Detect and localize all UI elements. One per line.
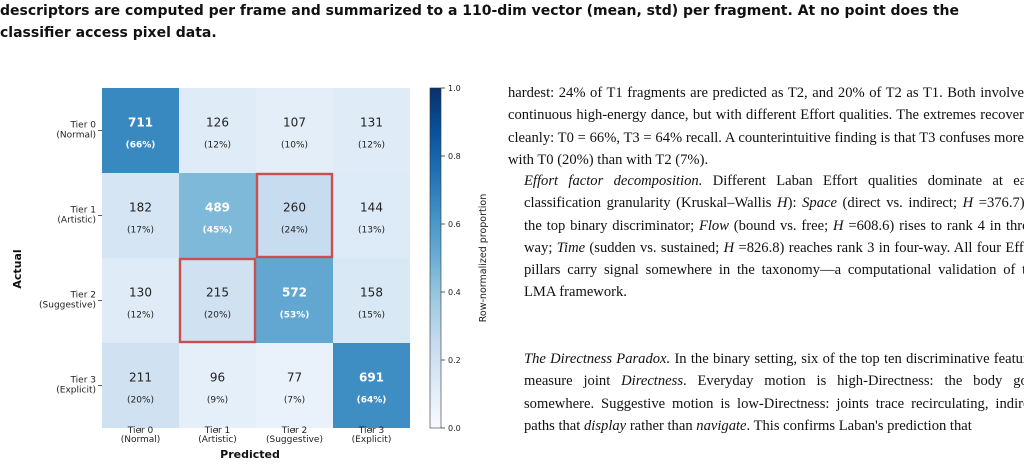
heatmap-cell bbox=[256, 88, 333, 173]
col-label-sub: (Suggestive) bbox=[266, 435, 323, 445]
caption-line-1: descriptors are computed per frame and s… bbox=[0, 3, 960, 19]
heatmap-cell bbox=[256, 173, 333, 258]
cell-count: 211 bbox=[129, 371, 152, 385]
row-label: Tier 0 bbox=[69, 121, 96, 131]
x-axis-label: Predicted bbox=[220, 448, 280, 461]
cell-count: 182 bbox=[129, 201, 152, 215]
row-label: Tier 2 bbox=[69, 291, 96, 301]
row-label: Tier 1 bbox=[69, 206, 96, 216]
directness-paragraph: The Directness Paradox. In the binary se… bbox=[524, 351, 1024, 434]
y-axis-label: Actual bbox=[11, 249, 24, 288]
col-label-sub: (Explicit) bbox=[352, 435, 392, 445]
colorbar-label: Row-normalized proportion bbox=[478, 194, 489, 322]
cell-percent: (13%) bbox=[358, 226, 385, 236]
cell-count: 96 bbox=[210, 371, 225, 385]
heatmap-cell bbox=[179, 258, 256, 343]
col-label: Tier 3 bbox=[358, 426, 385, 436]
heatmap-cell bbox=[256, 343, 333, 428]
directness-title: The Directness Paradox. bbox=[524, 351, 671, 367]
highlight-boxes bbox=[178, 172, 334, 344]
cell-percent: (24%) bbox=[281, 226, 308, 236]
cell-count: 572 bbox=[282, 286, 307, 300]
cell-percent: (10%) bbox=[281, 141, 308, 151]
highlight-box bbox=[255, 172, 334, 259]
figure-caption: descriptors are computed per frame and s… bbox=[0, 0, 1010, 44]
heatmap-cell bbox=[179, 173, 256, 258]
col-label: Tier 2 bbox=[281, 426, 308, 436]
cell-count: 107 bbox=[283, 116, 306, 130]
cell-percent: (12%) bbox=[127, 311, 154, 321]
cell-count: 215 bbox=[206, 286, 229, 300]
colorbar-ticks: 0.0 0.2 0.4 0.6 0.8 1.0 bbox=[441, 84, 461, 433]
col-label-sub: (Normal) bbox=[121, 435, 161, 445]
heatmap-cell bbox=[179, 343, 256, 428]
cell-count: 131 bbox=[360, 116, 383, 130]
col-label: Tier 0 bbox=[127, 426, 154, 436]
heatmap-cell bbox=[333, 88, 410, 173]
cell-count: 260 bbox=[283, 201, 306, 215]
cell-percent: (15%) bbox=[358, 311, 385, 321]
heatmap-cells: 711 (66%) 126 (12%) 107 (10%) 131 (12%) 182 (17%)… bbox=[102, 88, 410, 428]
colorbar-tick-label: 0.2 bbox=[448, 356, 461, 365]
highlight-box bbox=[178, 257, 257, 344]
row-label-sub: (Artistic) bbox=[57, 216, 96, 226]
col-label-sub: (Artistic) bbox=[198, 435, 237, 445]
heatmap-cell bbox=[333, 173, 410, 258]
colorbar-tick-label: 1.0 bbox=[448, 84, 461, 93]
row-label-sub: (Explicit) bbox=[56, 386, 96, 396]
colorbar-tick-label: 0.6 bbox=[448, 220, 461, 229]
results-paragraph: hardest: 24% of T1 fragments are predict… bbox=[508, 85, 1024, 168]
effort-paragraph: Effort factor decomposition. Different L… bbox=[524, 173, 1024, 301]
cell-count: 77 bbox=[287, 371, 302, 385]
row-label-sub: (Suggestive) bbox=[39, 301, 96, 311]
effort-title: Effort factor decomposition. bbox=[524, 173, 703, 189]
cell-count: 130 bbox=[129, 286, 152, 300]
cell-count: 158 bbox=[360, 286, 383, 300]
cell-percent: (20%) bbox=[204, 311, 231, 321]
cell-percent: (20%) bbox=[127, 396, 154, 406]
colorbar-tick-label: 0.0 bbox=[448, 424, 461, 433]
cell-count: 691 bbox=[359, 371, 384, 385]
heatmap-cell bbox=[333, 343, 410, 428]
heatmap-cell bbox=[333, 258, 410, 343]
cell-count: 711 bbox=[128, 116, 153, 130]
cell-percent: (9%) bbox=[207, 396, 228, 406]
cell-percent: (64%) bbox=[357, 396, 387, 406]
caption-line-2: classifier access pixel data. bbox=[0, 25, 217, 41]
heatmap-cell bbox=[102, 343, 179, 428]
cell-percent: (12%) bbox=[358, 141, 385, 151]
cell-percent: (12%) bbox=[204, 141, 231, 151]
heatmap-cell bbox=[102, 173, 179, 258]
cell-percent: (66%) bbox=[126, 141, 156, 151]
heatmap-cell bbox=[102, 88, 179, 173]
cell-count: 126 bbox=[206, 116, 229, 130]
cell-count: 144 bbox=[360, 201, 383, 215]
colorbar bbox=[429, 87, 442, 429]
col-label: Tier 1 bbox=[204, 426, 231, 436]
heatmap-cell bbox=[179, 88, 256, 173]
row-label-sub: (Normal) bbox=[56, 131, 96, 141]
colorbar-tick-label: 0.4 bbox=[448, 288, 461, 297]
row-label: Tier 3 bbox=[69, 376, 96, 386]
cell-percent: (7%) bbox=[284, 396, 305, 406]
colorbar-tick-label: 0.8 bbox=[448, 152, 461, 161]
cell-percent: (17%) bbox=[127, 226, 154, 236]
cell-percent: (53%) bbox=[280, 311, 310, 321]
row-labels: Tier 0(Normal) Tier 1(Artistic) Tier 2(Sug… bbox=[39, 121, 102, 396]
cell-count: 489 bbox=[205, 201, 230, 215]
column-labels: Tier 0(Normal) Tier 1(Artistic) Tier 2(Sug… bbox=[121, 426, 392, 445]
confusion-matrix-figure: 711 (66%) 126 (12%) 107 (10%) 131 (12%) 182 (17%)… bbox=[11, 84, 489, 461]
heatmap-cell bbox=[102, 258, 179, 343]
cell-percent: (45%) bbox=[203, 226, 233, 236]
heatmap-cell bbox=[256, 258, 333, 343]
